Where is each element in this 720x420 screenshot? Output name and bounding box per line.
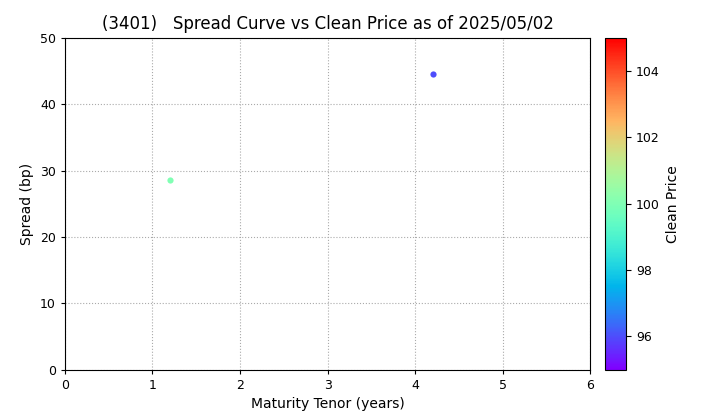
Y-axis label: Spread (bp): Spread (bp) [20, 163, 35, 245]
Point [427, 71, 438, 78]
Title: (3401)   Spread Curve vs Clean Price as of 2025/05/02: (3401) Spread Curve vs Clean Price as of… [102, 16, 554, 34]
Point [164, 177, 176, 184]
X-axis label: Maturity Tenor (years): Maturity Tenor (years) [251, 397, 405, 411]
Y-axis label: Clean Price: Clean Price [665, 165, 680, 243]
